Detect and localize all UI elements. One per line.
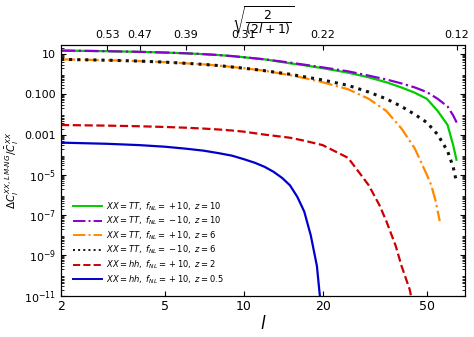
Legend: $XX=TT,\ f_{NL}= +10,\ z=10$, $XX=TT,\ f_{NL}= -10,\ z=10$, $XX=TT,\ f_{NL}= +10: $XX=TT,\ f_{NL}= +10,\ z=10$, $XX=TT,\ f… bbox=[69, 197, 227, 289]
Y-axis label: $\Delta C_l^{XX,\,LM\text{-}NG}/\bar{C}_l^{XX}$: $\Delta C_l^{XX,\,LM\text{-}NG}/\bar{C}_… bbox=[4, 131, 21, 209]
X-axis label: $\sqrt{\dfrac{2}{(2l+1)}}$: $\sqrt{\dfrac{2}{(2l+1)}}$ bbox=[232, 4, 294, 37]
X-axis label: $l$: $l$ bbox=[260, 315, 266, 333]
